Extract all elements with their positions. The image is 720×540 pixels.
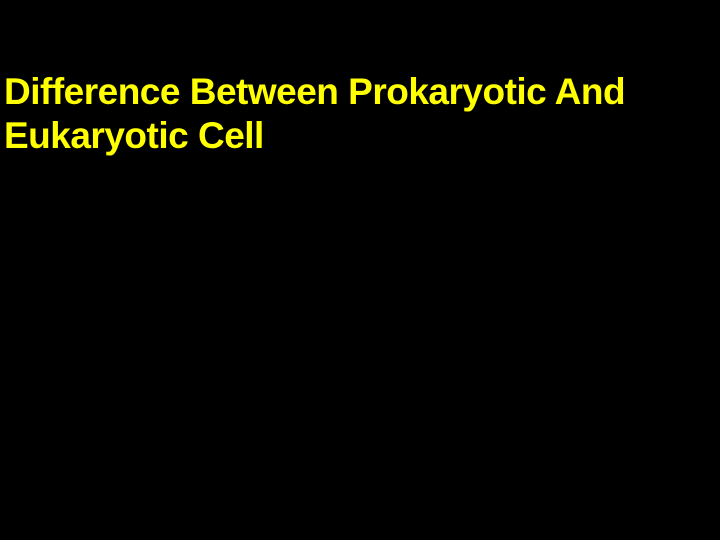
slide-container: Difference Between Prokaryotic And Eukar… — [0, 0, 720, 540]
slide-title: Difference Between Prokaryotic And Eukar… — [4, 70, 716, 159]
